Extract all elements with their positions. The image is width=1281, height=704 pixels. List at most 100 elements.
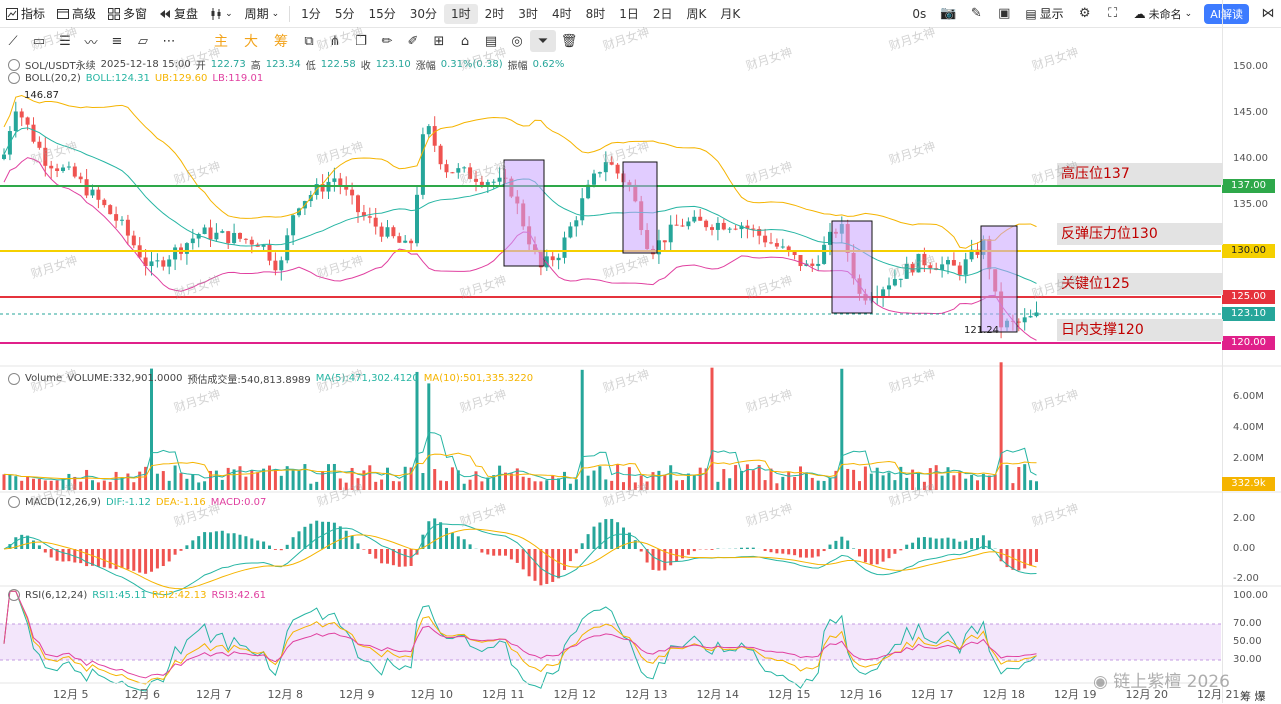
- candle-body: [297, 208, 301, 215]
- indicator-button[interactable]: 指标: [0, 4, 51, 24]
- time-label: 12月 13: [625, 686, 668, 702]
- candle-body: [645, 230, 649, 249]
- eye-icon[interactable]: [8, 373, 20, 385]
- macd-bar: [663, 549, 666, 570]
- brush-icon[interactable]: ✐: [400, 30, 426, 52]
- macd-bar: [888, 549, 891, 558]
- edit-icon[interactable]: ✎: [963, 3, 989, 25]
- candle-body: [1023, 317, 1027, 322]
- lock-icon[interactable]: ⌂: [452, 30, 478, 52]
- interval-tab[interactable]: 1日: [612, 4, 646, 24]
- macd-bar: [557, 549, 560, 578]
- watermark-text: 财月女神: [601, 251, 652, 282]
- volume-bar: [669, 465, 672, 490]
- volume-bar: [97, 482, 100, 490]
- macd-bar: [345, 531, 348, 549]
- interval-tab[interactable]: 3时: [511, 4, 545, 24]
- macd-bar: [380, 549, 383, 563]
- macd-bar: [858, 549, 861, 556]
- fullscreen-icon[interactable]: ⛶: [1100, 3, 1126, 25]
- boll-ub-value: UB:129.60: [155, 73, 208, 84]
- ruler-icon[interactable]: ⊞: [426, 30, 452, 52]
- interval-tab[interactable]: 15分: [361, 4, 402, 24]
- interval-tab[interactable]: 1时: [444, 4, 478, 24]
- candle-body: [291, 215, 295, 235]
- interval-tab[interactable]: 4时: [545, 4, 579, 24]
- boll-name: BOLL(20,2): [25, 73, 81, 84]
- chart-type-button[interactable]: ⌄: [204, 4, 239, 24]
- macd-bar: [26, 536, 29, 549]
- gear-icon[interactable]: ⚙: [1072, 3, 1098, 25]
- macd-bar: [941, 538, 944, 549]
- candle-body: [20, 111, 24, 117]
- candle-body: [515, 197, 519, 204]
- time-label: 12月 8: [268, 686, 304, 702]
- interval-tab[interactable]: 5分: [328, 4, 362, 24]
- candle-body: [397, 236, 401, 243]
- macd-bar: [445, 528, 448, 549]
- big-order-button[interactable]: 大: [236, 31, 266, 51]
- macd-bar: [516, 549, 519, 563]
- chart-settings-icon[interactable]: ▣: [991, 3, 1017, 25]
- interval-tab[interactable]: 8时: [579, 4, 613, 24]
- macd-bar: [368, 549, 371, 554]
- eye-icon[interactable]: [8, 496, 20, 508]
- interval-tab[interactable]: 30分: [403, 4, 444, 24]
- volume-bar: [38, 479, 41, 490]
- interval-tab[interactable]: 2日: [646, 4, 680, 24]
- interval-tab[interactable]: 周K: [680, 4, 714, 24]
- multiwin-button[interactable]: 多窗: [102, 4, 153, 24]
- display-button[interactable]: ▤显示: [1019, 4, 1069, 24]
- eye-icon[interactable]: [8, 589, 20, 601]
- interval-tab[interactable]: 月K: [713, 4, 747, 24]
- high-label: 高: [251, 57, 261, 72]
- macd-bar: [882, 549, 885, 562]
- volume-bar: [274, 469, 277, 490]
- volume-bar: [138, 472, 141, 490]
- low-label: 低: [306, 57, 316, 72]
- watermark-text: 财月女神: [315, 251, 366, 282]
- volume-bar: [652, 472, 655, 490]
- latency-indicator[interactable]: 0s: [905, 4, 933, 24]
- price-axis[interactable]: 150.00 145.00 140.00 135.00 6.00M 4.00M …: [1222, 0, 1281, 703]
- eye-icon[interactable]: [8, 72, 20, 84]
- candle-body: [934, 268, 938, 270]
- candle-body: [486, 182, 490, 185]
- candle-body: [952, 260, 956, 266]
- macd-bar: [1006, 549, 1009, 567]
- more-tools-icon[interactable]: ⋯: [156, 30, 182, 52]
- trash-icon[interactable]: 🗑: [556, 30, 582, 52]
- chevron-down-icon: ⌄: [272, 9, 280, 19]
- candle-body: [657, 240, 661, 254]
- volume-bar: [604, 479, 607, 490]
- time-label: 12月 9: [339, 686, 375, 702]
- period-button[interactable]: 周期 ⌄: [239, 4, 286, 24]
- macd-tick: -2.00: [1233, 573, 1259, 584]
- eye-icon[interactable]: [8, 59, 20, 71]
- line-tool-icon[interactable]: ⟋: [0, 30, 26, 52]
- shape-tool-icon[interactable]: ▱: [130, 30, 156, 52]
- volume-bar: [239, 466, 242, 490]
- candle-body: [568, 226, 572, 237]
- layout-name-button[interactable]: ☁未命名⌄: [1128, 4, 1199, 24]
- advanced-button[interactable]: 高级: [51, 4, 102, 24]
- volume-bar: [327, 464, 330, 490]
- candle-body: [869, 298, 873, 301]
- candle-body: [185, 243, 189, 254]
- candle-body: [539, 251, 543, 267]
- chips-button[interactable]: 筹: [266, 31, 296, 51]
- replay-button[interactable]: 复盘: [153, 4, 204, 24]
- volume-bar: [787, 472, 790, 490]
- channel-tool-icon[interactable]: ≡: [104, 30, 130, 52]
- filter-icon[interactable]: ⏷: [530, 30, 556, 52]
- interval-tab[interactable]: 1分: [294, 4, 328, 24]
- volume-bar: [539, 481, 542, 490]
- interval-tab[interactable]: 2时: [478, 4, 512, 24]
- hide-icon[interactable]: ◎: [504, 30, 530, 52]
- pattern-tool-icon[interactable]: 〰: [78, 30, 104, 52]
- watermark-text: 财月女神: [601, 479, 652, 510]
- camera-icon[interactable]: 📷: [935, 3, 961, 25]
- pencil-icon[interactable]: ✏: [374, 30, 400, 52]
- watermark-text: 财月女神: [458, 157, 509, 188]
- advanced-icon: [57, 8, 69, 20]
